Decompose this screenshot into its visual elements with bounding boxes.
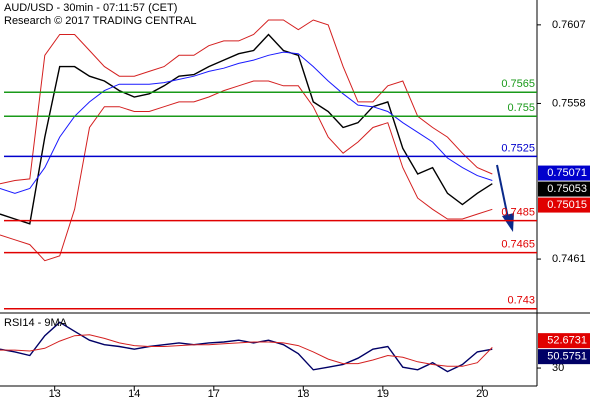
- series-line: [0, 33, 493, 225]
- chart-title: AUD/USD - 30min - 07:11:57 (CET): [4, 2, 177, 14]
- forecast-arrowhead: [502, 213, 514, 232]
- value-box-label: 0.75071: [547, 167, 587, 179]
- level-label: 0.743: [507, 295, 535, 307]
- series-line: [0, 19, 493, 185]
- rsi-title: RSI14 - 9MA: [4, 317, 68, 329]
- series-line: [0, 334, 493, 367]
- level-label: 0.7565: [501, 78, 535, 90]
- x-tick-label: 19: [377, 388, 389, 400]
- level-label: 0.7525: [501, 142, 535, 154]
- level-label: 0.7485: [501, 206, 535, 218]
- plot: [0, 19, 493, 373]
- value-box-label: 0.75053: [547, 183, 587, 195]
- y-tick-label: 30: [552, 362, 564, 374]
- x-tick-label: 14: [128, 388, 140, 400]
- level-label: 0.7465: [501, 239, 535, 251]
- x-tick-label: 13: [49, 388, 61, 400]
- x-tick-label: 17: [208, 388, 220, 400]
- x-tick-label: 18: [297, 388, 309, 400]
- y-tick-label: 0.7461: [552, 253, 586, 265]
- x-tick-label: 20: [476, 388, 488, 400]
- level-label: 0.755: [507, 102, 535, 114]
- y-tick-label: 0.7607: [552, 19, 586, 31]
- series-line: [0, 80, 493, 262]
- y-tick-label: 0.7558: [552, 97, 586, 109]
- forecast-arrow: [496, 164, 509, 219]
- value-box: [538, 349, 590, 365]
- value-box: [538, 165, 590, 181]
- value-box: [538, 333, 590, 349]
- chart-subtitle: Research © 2017 TRADING CENTRAL: [4, 15, 197, 27]
- value-box: [538, 197, 590, 213]
- value-box-label: 52.6731: [547, 335, 587, 347]
- value-box-label: 50.5751: [547, 351, 587, 363]
- value-box: [538, 181, 590, 197]
- value-box-label: 0.75015: [547, 199, 587, 211]
- series-line: [0, 51, 493, 194]
